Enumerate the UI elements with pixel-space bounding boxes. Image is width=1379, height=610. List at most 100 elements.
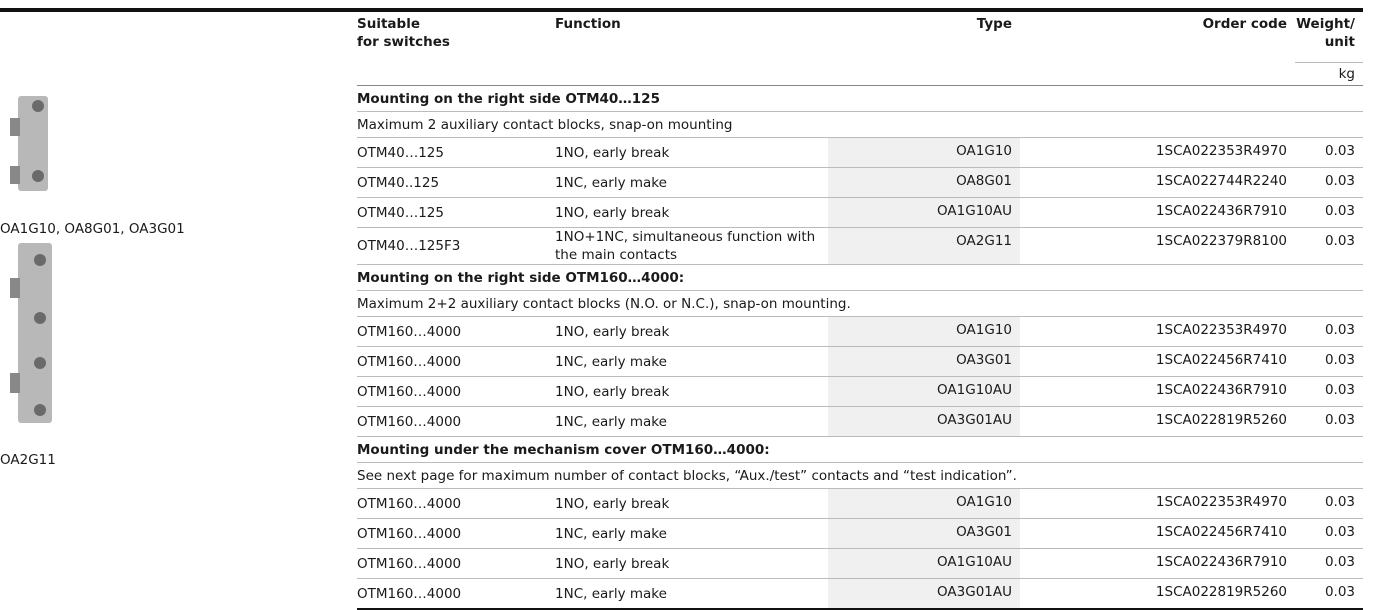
type-cell: OA1G10AU <box>828 197 1020 228</box>
image-caption: OA1G10, OA8G01, OA3G01 <box>0 221 185 237</box>
function-cell: 1NC, early make <box>555 167 828 198</box>
order-code-cell: 1SCA022436R7910 <box>1020 197 1295 228</box>
switch-cell: OTM160…4000 <box>357 488 555 519</box>
weight-cell: 0.03 <box>1295 488 1363 519</box>
empty-cell <box>1020 62 1295 86</box>
header-line: Type <box>976 16 1012 32</box>
data-row: OTM160…4000 1NC, early make OA3G01 1SCA0224… <box>357 518 1363 549</box>
function-cell: 1NC, early make <box>555 518 828 549</box>
unit-row: kg <box>357 62 1363 86</box>
data-row: OTM160…4000 1NC, early make OA3G01 1SCA0224… <box>357 346 1363 377</box>
weight-cell: 0.03 <box>1295 406 1363 437</box>
data-row: OTM40…125F3 1NO+1NC, simultaneous functio… <box>357 227 1363 265</box>
type-cell: OA8G01 <box>828 167 1020 198</box>
data-row: OTM160…4000 1NO, early break OA1G10AU 1SCA0… <box>357 376 1363 407</box>
image-caption: OA2G11 <box>0 452 56 468</box>
section-title-row: Mounting under the mechanism cover OTM16… <box>357 436 1363 463</box>
weight-cell: 0.03 <box>1295 518 1363 549</box>
type-cell: OA3G01 <box>828 346 1020 377</box>
weight-cell: 0.03 <box>1295 316 1363 347</box>
column-header: Weight/unit <box>1295 12 1363 63</box>
switch-cell: OTM160…4000 <box>357 406 555 437</box>
product-images <box>10 96 52 423</box>
empty-cell <box>828 62 1020 86</box>
weight-cell: 0.03 <box>1295 167 1363 198</box>
switch-cell: OTM160…4000 <box>357 548 555 579</box>
data-row: OTM40…125 1NO, early break OA1G10 1SCA02235… <box>357 137 1363 168</box>
function-cell: 1NO, early break <box>555 137 828 168</box>
type-cell: OA1G10 <box>828 316 1020 347</box>
order-code-cell: 1SCA022379R8100 <box>1020 227 1295 265</box>
type-cell: OA3G01AU <box>828 406 1020 437</box>
function-cell: 1NO, early break <box>555 316 828 347</box>
function-cell: 1NO, early break <box>555 488 828 519</box>
weight-cell: 0.03 <box>1295 227 1363 265</box>
weight-cell: 0.03 <box>1295 376 1363 407</box>
top-rule <box>0 8 1363 12</box>
type-cell: OA3G01 <box>828 518 1020 549</box>
order-code-cell: 1SCA022436R7910 <box>1020 376 1295 407</box>
header-line: Function <box>555 16 621 32</box>
data-row: OTM160…4000 1NO, early break OA1G10 1SCA022… <box>357 488 1363 519</box>
weight-cell: 0.03 <box>1295 578 1363 610</box>
header-row: Suitable for switches Function Type Order co… <box>357 12 1363 63</box>
section-note-row: Maximum 2 auxiliary contact blocks, snap… <box>357 111 1363 138</box>
order-code-cell: 1SCA022819R5260 <box>1020 406 1295 437</box>
function-cell: 1NO, early break <box>555 376 828 407</box>
page: OA1G10, OA8G01, OA3G01 OA2G11 Suitable fo… <box>0 8 1363 610</box>
weight-cell: 0.03 <box>1295 548 1363 579</box>
order-code-cell: 1SCA022819R5260 <box>1020 578 1295 610</box>
switch-cell: OTM160…4000 <box>357 518 555 549</box>
order-code-cell: 1SCA022436R7910 <box>1020 548 1295 579</box>
data-row: OTM40..125 1NC, early make OA8G01 1SCA02274… <box>357 167 1363 198</box>
header-line: Weight/ <box>1296 16 1355 32</box>
empty-cell <box>357 62 555 86</box>
empty-cell <box>555 62 828 86</box>
switch-cell: OTM160…4000 <box>357 578 555 610</box>
section-title: Mounting under the mechanism cover OTM16… <box>357 436 1363 463</box>
function-cell: 1NO, early break <box>555 197 828 228</box>
type-cell: OA1G10AU <box>828 376 1020 407</box>
column-header: Function <box>555 12 828 63</box>
contact-block-image <box>18 96 48 191</box>
switch-cell: OTM160…4000 <box>357 376 555 407</box>
section-note-row: Maximum 2+2 auxiliary contact blocks (N.… <box>357 290 1363 317</box>
switch-cell: OTM40…125 <box>357 137 555 168</box>
weight-cell: 0.03 <box>1295 137 1363 168</box>
data-row: OTM160…4000 1NC, early make OA3G01AU 1SCA02… <box>357 406 1363 437</box>
section-title: Mounting on the right side OTM40…125 <box>357 85 1363 112</box>
section-note-row: See next page for maximum number of cont… <box>357 462 1363 489</box>
function-cell: 1NC, early make <box>555 346 828 377</box>
order-code-cell: 1SCA022456R7410 <box>1020 346 1295 377</box>
switch-cell: OTM160…4000 <box>357 316 555 347</box>
order-code-cell: 1SCA022456R7410 <box>1020 518 1295 549</box>
type-cell: OA1G10AU <box>828 548 1020 579</box>
type-cell: OA1G10 <box>828 137 1020 168</box>
function-cell: 1NC, early make <box>555 406 828 437</box>
section-title-row: Mounting on the right side OTM160…4000: <box>357 264 1363 291</box>
section-title-row: Mounting on the right side OTM40…125 <box>357 85 1363 112</box>
function-cell: 1NO, early break <box>555 548 828 579</box>
weight-cell: 0.03 <box>1295 197 1363 228</box>
header-line: Suitable <box>357 16 420 32</box>
switch-cell: OTM40…125 <box>357 197 555 228</box>
order-code-cell: 1SCA022353R4970 <box>1020 137 1295 168</box>
section-note: See next page for maximum number of cont… <box>357 462 1363 489</box>
data-row: OTM160…4000 1NO, early break OA1G10AU 1SCA0… <box>357 548 1363 579</box>
switch-cell: OTM40…125F3 <box>357 227 555 265</box>
header-line: for switches <box>357 34 450 50</box>
column-header: Suitable for switches <box>357 12 555 63</box>
function-cell: 1NC, early make <box>555 578 828 610</box>
order-code-cell: 1SCA022744R2240 <box>1020 167 1295 198</box>
type-cell: OA2G11 <box>828 227 1020 265</box>
data-row: OTM160…4000 1NO, early break OA1G10 1SCA022… <box>357 316 1363 347</box>
weight-cell: 0.03 <box>1295 346 1363 377</box>
contact-block-image <box>18 243 52 423</box>
order-code-cell: 1SCA022353R4970 <box>1020 316 1295 347</box>
header-line: unit <box>1324 34 1355 50</box>
section-title: Mounting on the right side OTM160…4000: <box>357 264 1363 291</box>
unit-cell: kg <box>1295 62 1363 86</box>
section-note: Maximum 2+2 auxiliary contact blocks (N.… <box>357 290 1363 317</box>
section-note: Maximum 2 auxiliary contact blocks, snap… <box>357 111 1363 138</box>
column-header: Type <box>828 12 1020 63</box>
